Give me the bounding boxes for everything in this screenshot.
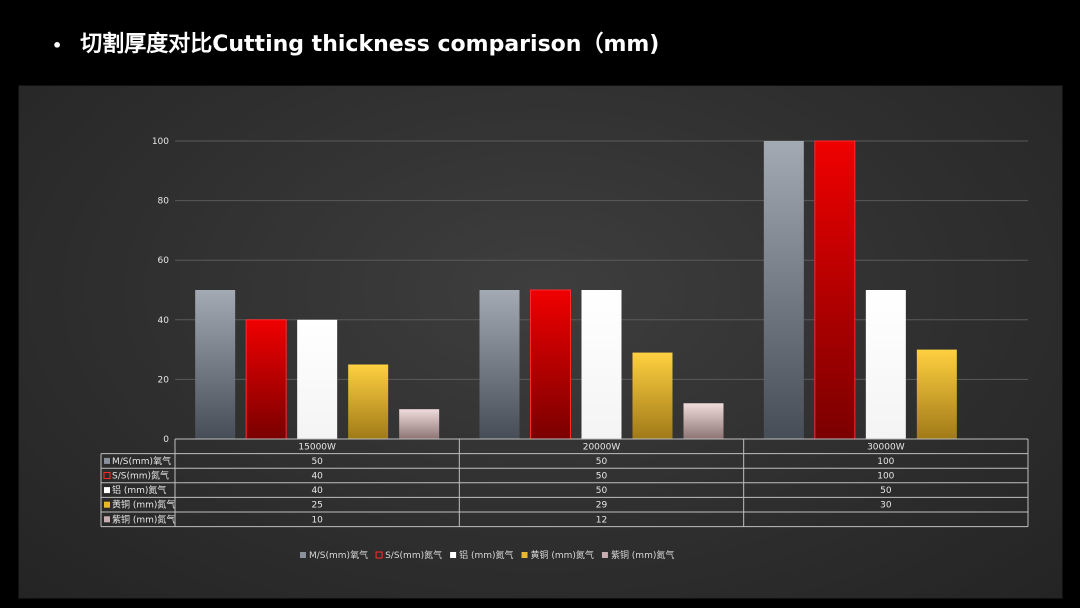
category-label: 15000W	[298, 442, 336, 452]
table-legend-swatch	[104, 501, 110, 508]
data-cell: 50	[596, 472, 608, 482]
table-legend-swatch	[103, 472, 111, 479]
bar	[245, 319, 287, 440]
slide-title-text: 切割厚度对比Cutting thickness comparison（mm)	[80, 32, 660, 57]
series-label: 紫铜 (mm)氮气	[112, 513, 175, 525]
category-label: 20000W	[583, 442, 621, 452]
y-tick-label: 40	[158, 316, 170, 326]
data-cell: 29	[596, 501, 608, 511]
table-legend-swatch	[104, 487, 110, 494]
y-tick-label: 0	[163, 435, 169, 445]
y-tick-label: 20	[158, 375, 170, 385]
data-cell: 50	[311, 457, 323, 467]
data-cell: 30	[880, 501, 892, 511]
y-tick-label: 80	[158, 197, 170, 207]
data-cell: 50	[596, 457, 608, 467]
bar	[916, 349, 957, 439]
series-label: 铝 (mm)氮气	[112, 484, 166, 496]
legend-swatch	[521, 552, 528, 558]
legend-entry: S/S(mm)氮气	[385, 549, 442, 561]
bar	[763, 141, 804, 439]
bar	[581, 290, 622, 439]
legend-entry: M/S(mm)氧气	[309, 549, 368, 561]
series-label: S/S(mm)氮气	[112, 470, 169, 482]
bar	[348, 364, 389, 439]
series-label: 黄铜 (mm)氮气	[112, 499, 175, 511]
bar	[530, 289, 571, 440]
table-legend-swatch	[104, 457, 110, 464]
data-cell: 40	[311, 486, 323, 496]
legend-entry: 铝 (mm)氮气	[459, 549, 513, 561]
series-label: M/S(mm)氧气	[112, 455, 171, 467]
bar	[479, 290, 520, 439]
slide-title: • 切割厚度对比Cutting thickness comparison（mm)	[52, 26, 659, 58]
data-cell: 100	[877, 457, 894, 467]
data-cell: 12	[596, 515, 607, 525]
data-cell: 50	[596, 486, 608, 496]
table-legend-swatch	[104, 516, 110, 523]
bar	[297, 319, 338, 439]
legend-entry: 紫铜 (mm)氮气	[611, 549, 674, 561]
bar	[399, 409, 440, 439]
y-tick-label: 100	[152, 137, 169, 147]
data-cell: 10	[311, 515, 323, 525]
legend-entry: 黄铜 (mm)氮气	[531, 549, 594, 561]
bar	[865, 290, 906, 439]
bar	[195, 290, 236, 439]
data-cell: 100	[877, 472, 894, 482]
bar	[683, 403, 724, 439]
bullet-icon: •	[52, 35, 63, 55]
legend-swatch	[450, 552, 457, 558]
category-label: 30000W	[867, 442, 905, 452]
data-cell: 50	[880, 486, 892, 496]
data-cell: 40	[311, 472, 323, 482]
legend-swatch	[601, 552, 608, 558]
y-tick-label: 60	[158, 256, 170, 266]
legend-swatch	[300, 552, 306, 558]
bar	[814, 140, 856, 440]
bar	[632, 352, 673, 439]
legend-swatch	[375, 551, 383, 559]
data-cell: 25	[311, 501, 322, 511]
